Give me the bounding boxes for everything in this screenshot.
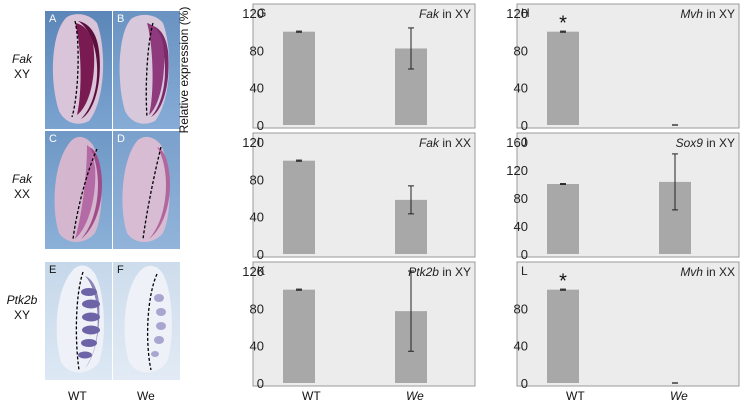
y-tick-label: 160 [506,135,528,150]
image-panel-f: F [113,262,180,380]
panel-title-gene: Mvh [680,7,703,21]
y-tick-label: 0 [257,376,264,391]
panel-title-suffix: in XY [703,136,735,150]
y-tick-label: 80 [250,301,264,316]
row-label-2: Fak XX [2,172,42,202]
bar-wt [283,160,315,254]
image-panel-a: A [45,11,112,129]
row-label-1: Fak XY [2,52,42,82]
y-tick-label: 80 [514,301,528,316]
image-panel-b: B [113,11,180,129]
row-label-gene: Ptk2b [6,293,38,307]
panel-title-suffix: in XY [439,7,471,21]
y-tick-label: 120 [506,163,528,178]
panel-letter: C [49,133,57,145]
y-tick-label: 80 [514,43,528,58]
y-tick-label: 80 [250,172,264,187]
y-tick-label: 40 [250,339,264,354]
row-label-3: Ptk2b XY [2,293,42,323]
panel-letter: D [117,133,125,145]
panel-title-gene: Ptk2b [408,265,439,279]
significance-asterisk: * [559,271,567,293]
panel-title-gene: Fak [419,136,440,150]
y-tick-label: 40 [250,210,264,225]
panel-title-suffix: in XX [439,136,471,150]
y-tick-label: 40 [250,81,264,96]
panel-letter: E [49,264,57,276]
y-tick-label: 40 [514,339,528,354]
image-panel-e: E [45,262,112,380]
panel-title: Sox9 in XY [676,136,735,150]
x-category-wt-left: WT [302,389,321,403]
y-tick-label: 0 [521,118,528,133]
row-label-gene: Fak [11,52,32,66]
x-category-wt-right: WT [566,389,585,403]
row-label-genotype: XY [13,67,30,81]
y-tick-label: 0 [257,247,264,262]
row-label-genotype: XY [13,308,30,322]
panel-title: Fak in XX [419,136,471,150]
panel-letter: K [257,264,265,278]
panel-letter: H [521,6,530,20]
y-tick-label: 40 [514,219,528,234]
panel-letter: J [521,135,527,149]
y-tick-label: 80 [514,191,528,206]
panel-title: Mvh in XY [680,7,735,21]
image-bottom-label-wt: WT [68,389,87,403]
y-tick-label: 120 [506,6,528,21]
panel-title-gene: Sox9 [676,136,704,150]
panel-title: Fak in XY [419,7,471,21]
panel-letter: F [117,264,124,276]
image-panel-c: C [45,131,112,249]
bar-wt [283,31,315,126]
bar-wt [283,289,315,383]
panel-letter: B [117,13,125,25]
panel-title-gene: Mvh [680,265,703,279]
bar-wt [547,31,579,126]
panel-letter: A [49,13,57,25]
y-tick-label: 0 [521,247,528,262]
y-tick-label: 120 [242,6,264,21]
panel-title-gene: Fak [419,7,440,21]
x-category-we-left: We [406,389,424,403]
panel-title-suffix: in XX [703,265,735,279]
y-tick-label: 120 [242,264,264,279]
row-label-genotype: XX [13,187,30,201]
y-tick-label: 120 [242,135,264,150]
panel-title-suffix: in XY [439,265,471,279]
y-tick-label: 0 [257,118,264,133]
y-tick-label: 40 [514,81,528,96]
panel-title-suffix: in XY [703,7,735,21]
panel-letter: L [521,264,528,278]
bar-wt [547,184,579,254]
image-bottom-label-we: We [137,389,155,403]
panel-letter: I [257,135,260,149]
row-label-gene: Fak [11,172,32,186]
y-tick-label: 0 [521,376,528,391]
significance-asterisk: * [559,13,567,35]
x-category-we-right: We [670,389,688,403]
y-tick-label: 80 [250,43,264,58]
image-panel-d: D [113,131,180,249]
bar-wt [547,289,579,383]
panel-title: Mvh in XX [680,265,735,279]
panel-title: Ptk2b in XY [408,265,471,279]
panel-letter: G [257,6,266,20]
